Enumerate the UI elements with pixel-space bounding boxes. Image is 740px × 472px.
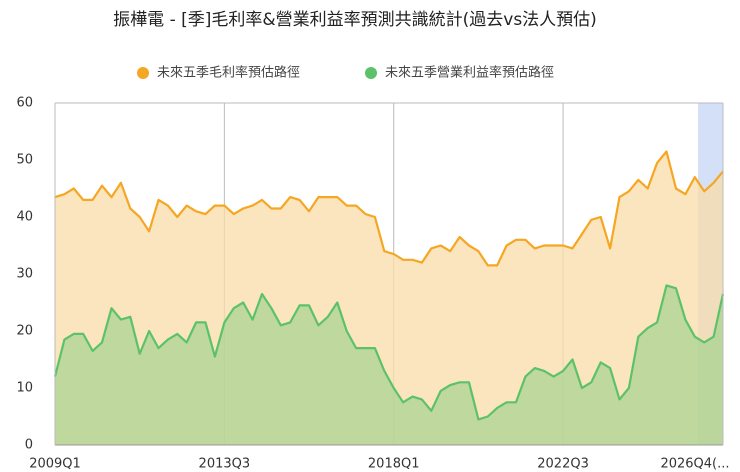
y-tick-label: 0 <box>25 438 33 453</box>
x-tick-label: 2018Q1 <box>368 457 420 472</box>
y-tick-label: 50 <box>16 153 33 168</box>
x-tick-label: 2013Q3 <box>199 457 251 472</box>
x-tick-label: 2009Q1 <box>29 457 81 472</box>
y-tick-label: 60 <box>16 96 33 111</box>
x-tick-label: 2026Q4(... <box>660 457 729 472</box>
line <box>54 150 724 267</box>
legend-label: 未來五季毛利率預估路徑 <box>157 65 300 81</box>
y-tick-label: 40 <box>16 210 33 225</box>
chart-title: 振樺電 - [季]毛利率&營業利益率預測共識統計(過去vs法人預估) <box>113 10 597 30</box>
area <box>55 285 723 445</box>
y-tick-label: 10 <box>16 381 33 396</box>
y-tick-label: 30 <box>16 267 33 282</box>
legend-marker <box>137 67 149 79</box>
x-tick-label: 2022Q3 <box>537 457 589 472</box>
y-tick-label: 20 <box>16 324 33 339</box>
legend-marker <box>365 67 377 79</box>
legend-label: 未來五季營業利益率預估路徑 <box>385 65 554 81</box>
line <box>53 284 725 421</box>
